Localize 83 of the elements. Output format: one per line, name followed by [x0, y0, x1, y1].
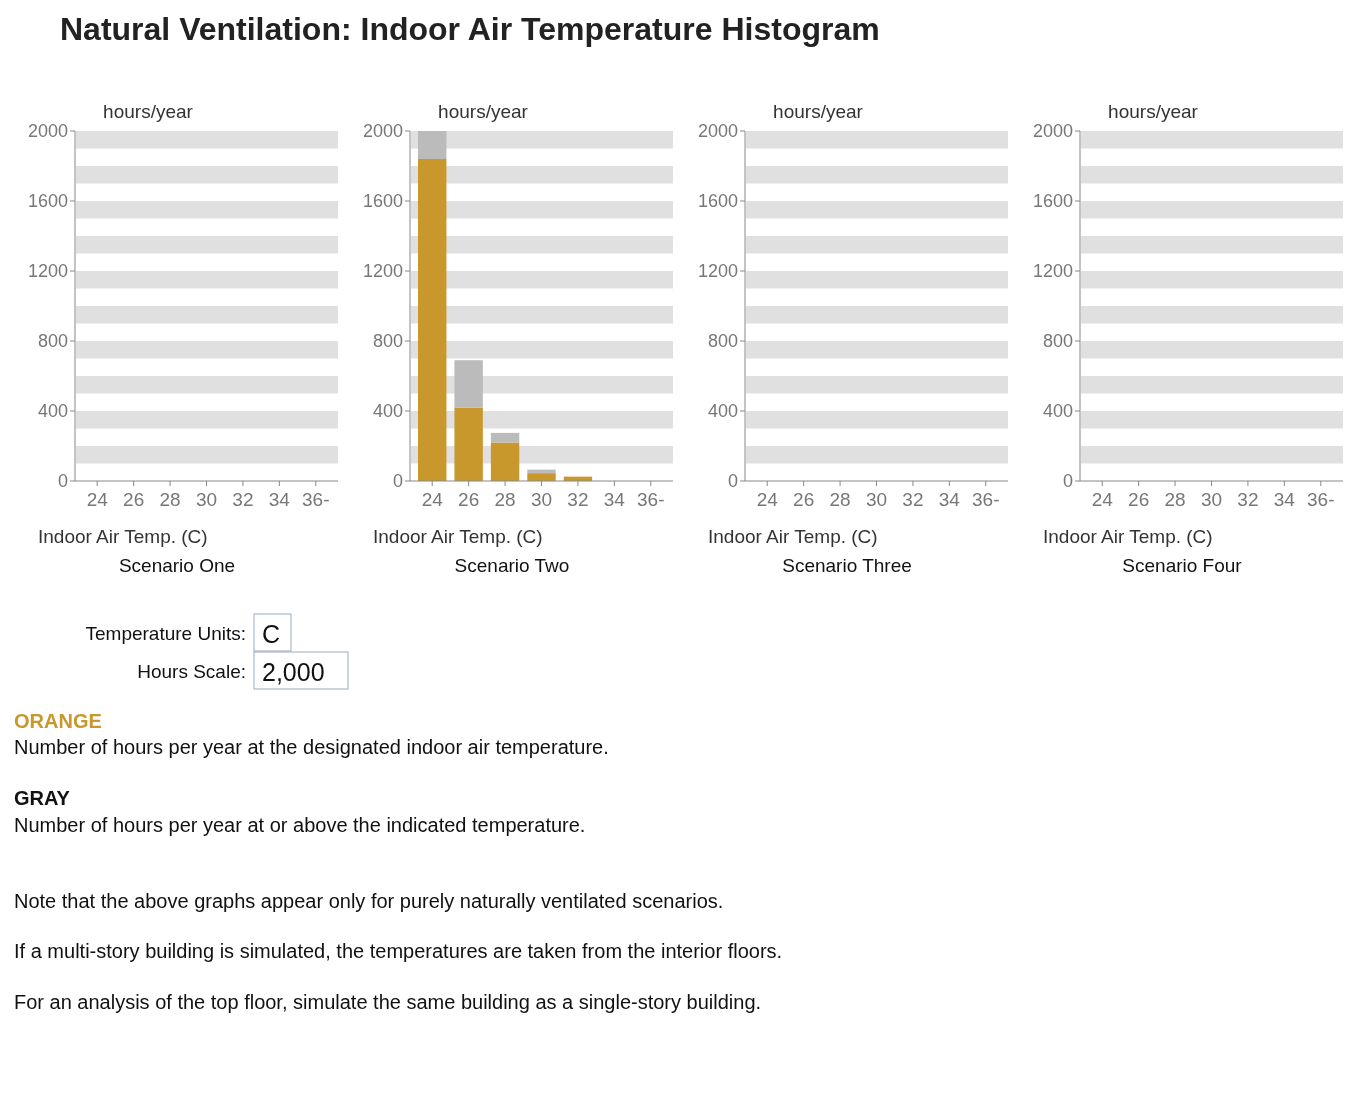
text: Natural Ventilation: Indoor Air Temperature Histogram	[60, 11, 880, 47]
y-tick-label: 2000	[27, 121, 68, 142]
x-tick-label: 24	[421, 489, 444, 510]
x-tick-label: 34	[603, 489, 626, 510]
x-tick-label: 32	[232, 489, 254, 510]
y-tick-label: 1600	[697, 191, 738, 212]
x-tick-label: 30	[1200, 489, 1223, 510]
y-tick-label: 800	[707, 331, 738, 352]
x-tick-label: 32	[567, 489, 589, 510]
text-field: 2,000	[253, 651, 349, 690]
y-tick-label: 800	[1042, 331, 1073, 352]
y-tick-label: 400	[37, 401, 68, 422]
x-axis-title: Indoor Air Temp. (C)	[373, 526, 543, 547]
x-tick-label: 32	[1237, 489, 1259, 510]
text-field: C	[253, 613, 292, 652]
x-tick-label: 28	[829, 489, 851, 510]
bar	[490, 442, 520, 481]
bar	[418, 159, 447, 481]
text: Scenario Three	[782, 555, 912, 576]
x-tick-label: 26	[793, 489, 815, 510]
bar	[490, 432, 520, 443]
y-tick-label: 400	[1042, 401, 1073, 422]
y-axis-title: hours/year	[103, 101, 194, 122]
x-tick-label: 34	[938, 489, 961, 510]
y-axis-title: hours/year	[773, 101, 864, 122]
text: Number of hours per year at the designated indoor air temperature.	[14, 736, 609, 758]
y-tick-label: 0	[1062, 471, 1073, 492]
text: ORANGE	[14, 710, 102, 732]
x-tick-label: 26	[458, 489, 480, 510]
y-tick-label: 1200	[27, 261, 68, 282]
x-tick-label: 36-	[637, 489, 665, 510]
x-axis-title: Indoor Air Temp. (C)	[708, 526, 878, 547]
x-tick-label: 34	[268, 489, 291, 510]
y-tick-label: 0	[727, 471, 738, 492]
x-tick-label: 30	[865, 489, 888, 510]
y-tick-label: 0	[392, 471, 403, 492]
x-tick-label: 36-	[302, 489, 330, 510]
y-tick-label: 2000	[362, 121, 403, 142]
x-tick-label: 24	[756, 489, 779, 510]
x-tick-label: 30	[530, 489, 553, 510]
y-tick-label: 1600	[362, 191, 403, 212]
text: For an analysis of the top floor, simulate the same building as a single-story building.	[14, 991, 762, 1013]
y-axis-title: hours/year	[438, 101, 529, 122]
y-axis-title: hours/year	[1108, 101, 1199, 122]
text: GRAY	[14, 787, 71, 809]
bar	[454, 360, 483, 408]
y-tick-label: 400	[707, 401, 738, 422]
x-tick-label: 26	[1128, 489, 1150, 510]
text: Number of hours per year at or above the indicated temperature.	[14, 814, 586, 836]
x-tick-label: 32	[902, 489, 924, 510]
x-tick-label: 34	[1273, 489, 1296, 510]
x-tick-label: 30	[195, 489, 218, 510]
x-tick-label: 36-	[1307, 489, 1335, 510]
y-tick-label: 1200	[697, 261, 738, 282]
x-tick-label: 26	[123, 489, 145, 510]
x-axis-title: Indoor Air Temp. (C)	[1043, 526, 1213, 547]
y-tick-label: 1200	[1032, 261, 1073, 282]
y-tick-label: 2000	[1032, 121, 1073, 142]
x-tick-label: 28	[159, 489, 181, 510]
x-tick-label: 24	[86, 489, 109, 510]
y-tick-label: 800	[372, 331, 403, 352]
bar	[527, 473, 556, 481]
x-tick-label: 24	[1091, 489, 1114, 510]
text: Scenario Two	[454, 555, 570, 576]
text: Temperature Units:	[85, 623, 246, 644]
x-tick-label: 28	[1164, 489, 1186, 510]
x-tick-label: 28	[494, 489, 516, 510]
text: Hours Scale:	[137, 661, 246, 682]
text: If a multi-story building is simulated, the temperatures are taken from the interior floors.	[14, 940, 783, 962]
y-tick-label: 400	[372, 401, 403, 422]
y-tick-label: 1600	[27, 191, 68, 212]
text: Scenario Four	[1122, 555, 1243, 576]
text: Note that the above graphs appear only for purely naturally ventilated scenarios.	[14, 890, 724, 912]
y-tick-label: 0	[57, 471, 68, 492]
y-tick-label: 800	[37, 331, 68, 352]
y-tick-label: 1200	[362, 261, 403, 282]
y-tick-label: 2000	[697, 121, 738, 142]
bar	[454, 407, 483, 481]
x-axis-title: Indoor Air Temp. (C)	[38, 526, 208, 547]
text: Scenario One	[118, 555, 236, 576]
y-tick-label: 1600	[1032, 191, 1073, 212]
bar	[418, 131, 447, 159]
x-tick-label: 36-	[972, 489, 1000, 510]
